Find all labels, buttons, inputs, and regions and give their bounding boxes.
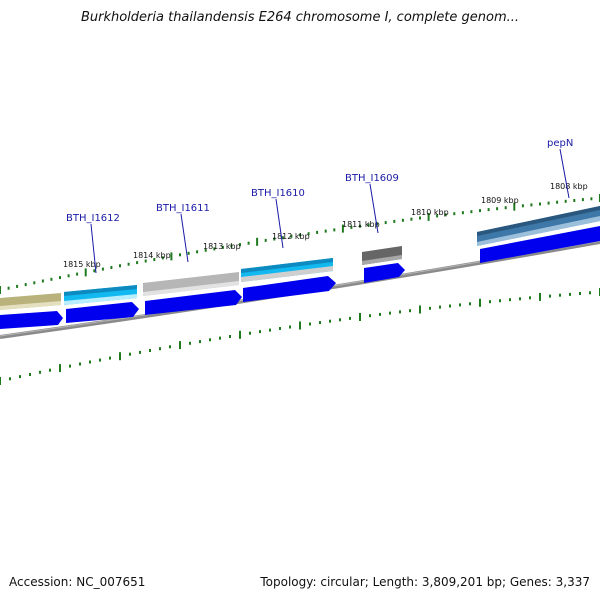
gene-label-pepn[interactable]: pepN [547, 138, 573, 149]
cds-arrow-6[interactable] [480, 226, 600, 263]
kbp-label: 1814 kbp [133, 251, 171, 260]
genome-summary-text: Topology: circular; Length: 3,809,201 bp… [260, 575, 590, 589]
cds-arrow-5[interactable] [364, 263, 405, 283]
kbp-label: 1808 kbp [550, 182, 588, 191]
callout-line-bth-i1612 [90, 223, 97, 274]
cds-arrow-3[interactable] [145, 290, 242, 315]
kbp-label: 1812 kbp [272, 232, 310, 241]
cds-arrow-4[interactable] [243, 276, 336, 302]
cds-arrow-2[interactable] [66, 302, 139, 323]
cds-track [0, 226, 600, 329]
feature-track [0, 206, 600, 310]
feature-bth-i1609-shade [362, 255, 402, 265]
feature-pepn-shade [477, 216, 600, 246]
kbp-label: 1815 kbp [63, 260, 101, 269]
accession-text: Accession: NC_007651 [9, 575, 146, 589]
feature-pepn-edge [477, 206, 600, 236]
gene-label-bth-i1610[interactable]: BTH_I1610 [251, 188, 305, 199]
inner-tick-ring [0, 288, 600, 385]
callout-line-pepn [559, 148, 570, 199]
callout-line-bth-i1609 [369, 183, 379, 234]
feature-bth-i1610-edge [241, 258, 333, 273]
gene-callouts [90, 148, 570, 274]
feature-bth-i1612-shade [64, 294, 137, 305]
gene-label-bth-i1611[interactable]: BTH_I1611 [156, 203, 210, 214]
feature-bth-i1612-edge [64, 285, 137, 296]
kbp-label: 1813 kbp [203, 242, 241, 251]
kbp-label: 1809 kbp [481, 196, 519, 205]
callout-line-bth-i1611 [180, 213, 189, 263]
feature-olive-shade [0, 301, 61, 310]
cds-arrow-1[interactable] [0, 311, 63, 329]
gene-label-bth-i1609[interactable]: BTH_I1609 [345, 173, 399, 184]
kbp-label: 1810 kbp [411, 208, 449, 217]
gene-label-bth-i1612[interactable]: BTH_I1612 [66, 213, 120, 224]
callout-line-bth-i1610 [275, 198, 284, 249]
kbp-label: 1811 kbp [342, 220, 380, 229]
map-title: Burkholderia thailandensis E264 chromoso… [80, 10, 520, 25]
feature-bth-i1610-shade [241, 266, 333, 282]
kbp-labels: 1815 kbp 1814 kbp 1813 kbp 1812 kbp 1811… [63, 182, 588, 269]
gene-labels: BTH_I1612 BTH_I1611 BTH_I1610 BTH_I1609 … [66, 138, 573, 224]
feature-bth-i1611-shade [143, 281, 239, 296]
outer-tick-ring [0, 194, 600, 294]
